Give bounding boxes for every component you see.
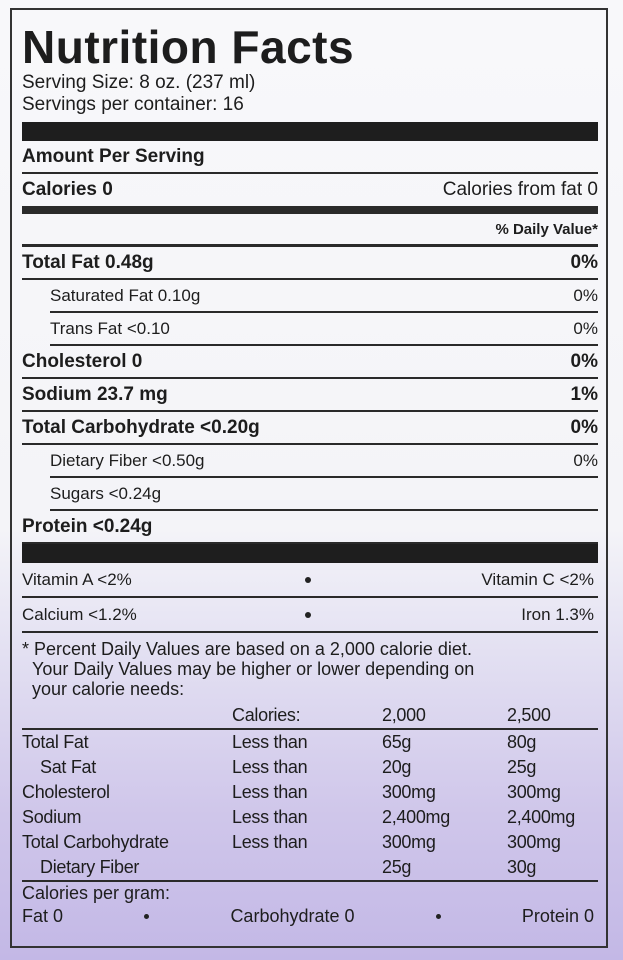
nutrient-name: Dietary Fiber — [40, 857, 140, 877]
nutrient-label: Total Fat 0.48g — [22, 251, 154, 273]
nutrition-label: Nutrition Facts Serving Size: 8 oz. (237… — [10, 8, 608, 948]
amount-per-serving: Amount Per Serving — [22, 145, 205, 167]
calories: Calories 0 — [22, 179, 113, 200]
calories-row: Calories 0 Calories from fat 0 — [22, 174, 598, 214]
table-header: Calories: 2,000 2,500 — [22, 703, 598, 730]
bullet — [435, 913, 441, 919]
calories-per-gram-item: Carbohydrate 0 — [230, 906, 355, 926]
nutrient-label: Sodium 23.7 mg — [22, 383, 168, 405]
value-2000: 65g — [382, 732, 412, 752]
sub-nutrient-row: Dietary Fiber <0.50g 0% — [50, 445, 598, 478]
nutrient-name: Total Carbohydrate — [22, 832, 169, 852]
daily-value: 0% — [570, 350, 598, 372]
daily-value: 1% — [570, 383, 598, 405]
title: Nutrition Facts — [22, 21, 355, 73]
nutrient-label: Trans Fat <0.10 — [50, 318, 170, 338]
vitamin-row: Calcium <1.2% Iron 1.3% — [22, 598, 598, 633]
daily-value: 0% — [570, 251, 598, 273]
nutrient-label: Dietary Fiber <0.50g — [50, 450, 205, 470]
bullet — [305, 611, 311, 618]
table-body: Total Fat Less than 65g 80g Sat Fat Less than… — [22, 730, 598, 882]
amount-row: Amount Per Serving — [22, 141, 598, 174]
nutrient-row: Total Carbohydrate <0.20g 0% — [22, 412, 598, 445]
nutrient-row: Total Fat 0.48g 0% — [22, 247, 598, 280]
value-2000: 20g — [382, 757, 412, 777]
calories-per-gram-title: Calories per gram: — [22, 883, 171, 903]
nutrient-label: Protein <0.24g — [22, 515, 153, 537]
calories-from-fat: Calories from fat 0 — [442, 179, 598, 200]
sub-nutrient-row: Trans Fat <0.10 0% — [50, 313, 598, 346]
servings: Servings per container: 16 — [22, 94, 244, 115]
vitamin: Vitamin C <2% — [481, 569, 594, 589]
sub-nutrient-row: Sugars <0.24g — [50, 478, 598, 511]
calories-per-gram-item: Fat 0 — [22, 906, 64, 926]
daily-value: 0% — [573, 285, 598, 305]
value-2500: 300mg — [507, 832, 561, 852]
dv-table: Calories: 2,000 2,500 Total Fat Less than 65g… — [22, 703, 598, 882]
spacer — [232, 855, 382, 880]
calories-per-gram-item: Protein 0 — [521, 906, 594, 926]
sub-nutrient-row: Saturated Fat 0.10g 0% — [50, 280, 598, 313]
footnote-line: your calorie needs: — [32, 679, 185, 699]
value-2500: 300mg — [507, 782, 561, 802]
vitamin: Iron 1.3% — [521, 604, 594, 624]
nutrient-label: Total Carbohydrate <0.20g — [22, 416, 260, 438]
serving-size: Serving Size: 8 oz. (237 ml) — [22, 72, 256, 93]
nutrient-name: Cholesterol — [22, 782, 110, 802]
value-2000: 25g — [382, 857, 412, 877]
qualifier: Less than — [232, 732, 308, 752]
value-2500: 30g — [507, 857, 537, 877]
value-2500: 25g — [507, 757, 537, 777]
nutrient-row: Cholesterol 0 0% — [22, 346, 598, 379]
vitamins: Vitamin A <2% Vitamin C <2% Calcium <1.2% I… — [22, 563, 598, 633]
value-2000: 300mg — [382, 832, 436, 852]
nutrients: Total Fat 0.48g 0% Saturated Fat 0.10g 0% Tr… — [22, 247, 598, 544]
value-2000: 2,400mg — [382, 807, 450, 827]
nutrient-label: Saturated Fat 0.10g — [50, 285, 201, 305]
qualifier: Less than — [232, 807, 308, 827]
vitamin: Vitamin A <2% — [22, 569, 132, 589]
header-cell: 2,000 — [382, 705, 426, 725]
header-cell: Calories: — [232, 705, 301, 725]
nutrient-row: Sodium 23.7 mg 1% — [22, 379, 598, 412]
nutrient-row: Protein <0.24g — [22, 511, 598, 544]
value-2500: 80g — [507, 732, 537, 752]
qualifier: Less than — [232, 782, 308, 802]
nutrient-label: Sugars <0.24g — [50, 483, 162, 503]
daily-value-header: % Daily Value* — [495, 220, 598, 238]
calories-per-gram: Fat 0 Carbohydrate 0 Protein 0 — [22, 904, 598, 928]
footnote-line: * Percent Daily Values are based on a 2,… — [22, 639, 472, 659]
qualifier: Less than — [232, 757, 308, 777]
header-cell: 2,500 — [507, 705, 551, 725]
nutrient-name: Sodium — [22, 807, 82, 827]
value-2500: 2,400mg — [507, 807, 575, 827]
daily-value-row: % Daily Value* — [22, 214, 598, 247]
nutrient-name: Total Fat — [22, 732, 89, 752]
footnote: * Percent Daily Values are based on a 2,… — [22, 633, 598, 699]
spacer — [22, 703, 232, 728]
vitamin: Calcium <1.2% — [22, 604, 137, 624]
bullet — [305, 576, 311, 583]
daily-value: 0% — [573, 450, 598, 470]
divider — [22, 544, 598, 563]
divider — [22, 122, 598, 141]
vitamin-row: Vitamin A <2% Vitamin C <2% — [22, 563, 598, 598]
qualifier: Less than — [232, 832, 308, 852]
daily-value: 0% — [570, 416, 598, 438]
daily-value: 0% — [573, 318, 598, 338]
value-2000: 300mg — [382, 782, 436, 802]
bullet — [144, 913, 150, 919]
nutrient-name: Sat Fat — [40, 757, 96, 777]
nutrient-label: Cholesterol 0 — [22, 350, 143, 372]
footnote-line: Your Daily Values may be higher or lower… — [32, 659, 475, 679]
